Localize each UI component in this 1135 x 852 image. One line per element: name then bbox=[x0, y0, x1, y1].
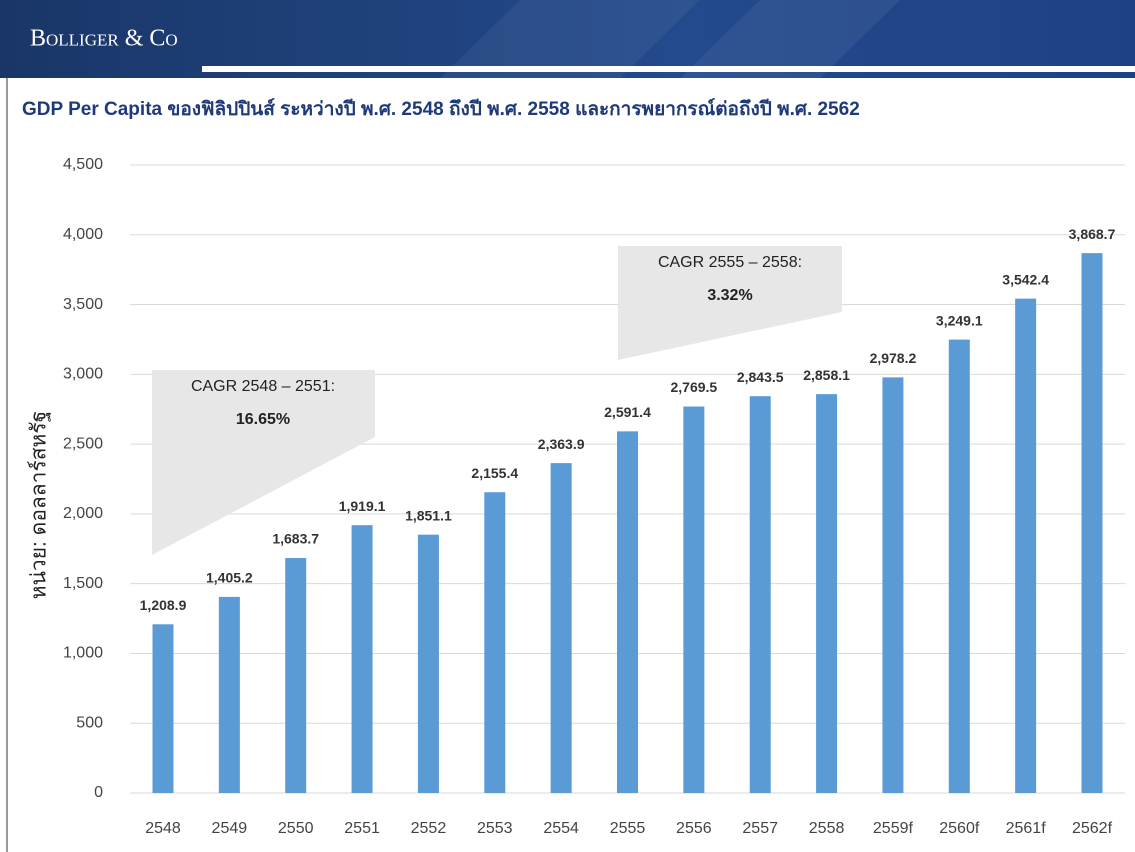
annotation-label: CAGR 2555 – 2558: bbox=[658, 254, 802, 271]
data-label: 1,851.1 bbox=[405, 507, 452, 523]
bar bbox=[152, 624, 174, 793]
data-label: 2,769.5 bbox=[670, 379, 717, 395]
data-label: 3,868.7 bbox=[1069, 226, 1116, 242]
y-tick-label: 500 bbox=[76, 714, 103, 731]
bar bbox=[550, 463, 572, 793]
header-decoration bbox=[680, 0, 900, 78]
x-tick-label: 2557 bbox=[742, 820, 778, 837]
header-decoration bbox=[440, 0, 700, 78]
bar bbox=[285, 558, 307, 793]
data-label: 1,208.9 bbox=[140, 597, 187, 613]
x-tick-label: 2559f bbox=[873, 820, 914, 837]
chart-title: GDP Per Capita ของฟิลิปปินส์ ระหว่างปี พ… bbox=[22, 98, 860, 120]
bar bbox=[948, 339, 970, 793]
bar bbox=[749, 396, 771, 793]
data-label: 3,542.4 bbox=[1002, 271, 1049, 287]
y-tick-label: 0 bbox=[94, 784, 103, 801]
data-label: 2,155.4 bbox=[471, 465, 518, 481]
data-label: 2,843.5 bbox=[737, 369, 784, 385]
bar bbox=[351, 525, 373, 793]
x-tick-label: 2548 bbox=[145, 820, 181, 837]
bar bbox=[816, 394, 838, 793]
annotation-value: 16.65% bbox=[236, 411, 290, 428]
x-tick-label: 2552 bbox=[411, 820, 447, 837]
x-tick-label: 2556 bbox=[676, 820, 712, 837]
x-tick-label: 2558 bbox=[809, 820, 845, 837]
x-tick-label: 2553 bbox=[477, 820, 513, 837]
x-tick-label: 2550 bbox=[278, 820, 314, 837]
bar bbox=[1081, 253, 1103, 793]
x-tick-label: 2562f bbox=[1072, 820, 1113, 837]
y-tick-label: 3,500 bbox=[63, 296, 103, 313]
bar bbox=[417, 534, 439, 793]
y-tick-label: 2,000 bbox=[63, 505, 103, 522]
data-label: 1,919.1 bbox=[339, 498, 386, 514]
x-tick-label: 2561f bbox=[1006, 820, 1047, 837]
y-tick-label: 2,500 bbox=[63, 435, 103, 452]
annotation-value: 3.32% bbox=[707, 287, 752, 304]
brand: Bolliger & Co bbox=[30, 26, 178, 52]
data-label: 2,858.1 bbox=[803, 367, 850, 383]
data-label: 1,683.7 bbox=[272, 531, 319, 547]
annotation-label: CAGR 2548 – 2551: bbox=[191, 378, 335, 395]
y-tick-label: 3,000 bbox=[63, 366, 103, 383]
bar bbox=[484, 492, 506, 793]
x-tick-label: 2560f bbox=[939, 820, 980, 837]
header-bar bbox=[0, 0, 1135, 78]
data-label: 3,249.1 bbox=[936, 312, 983, 328]
x-tick-label: 2551 bbox=[344, 820, 380, 837]
y-tick-label: 4,500 bbox=[63, 156, 103, 173]
data-label: 1,405.2 bbox=[206, 570, 253, 586]
y-axis-label: หน่วย: ดอลลาร์สหรัฐ bbox=[27, 411, 51, 600]
y-tick-label: 1,000 bbox=[63, 645, 103, 662]
callout bbox=[152, 370, 375, 555]
data-label: 2,591.4 bbox=[604, 404, 651, 420]
x-tick-label: 2554 bbox=[543, 820, 579, 837]
y-tick-label: 4,000 bbox=[63, 226, 103, 243]
data-label: 2,978.2 bbox=[870, 350, 917, 366]
x-tick-label: 2549 bbox=[212, 820, 248, 837]
bar bbox=[683, 406, 705, 793]
header-stripe bbox=[202, 66, 1135, 72]
x-tick-label: 2555 bbox=[610, 820, 646, 837]
bar bbox=[1015, 298, 1037, 793]
callout bbox=[618, 246, 842, 360]
bar bbox=[882, 377, 904, 793]
bar bbox=[617, 431, 638, 793]
y-tick-label: 1,500 bbox=[63, 575, 103, 592]
bar bbox=[218, 596, 240, 793]
data-label: 2,363.9 bbox=[538, 436, 585, 452]
